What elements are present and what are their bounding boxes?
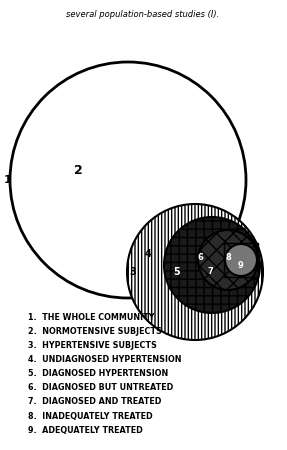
Circle shape xyxy=(127,204,263,340)
Bar xyxy=(224,243,258,277)
Text: 3.  HYPERTENSIVE SUBJECTS: 3. HYPERTENSIVE SUBJECTS xyxy=(28,342,157,351)
Text: 4.  UNDIAGNOSED HYPERTENSION: 4. UNDIAGNOSED HYPERTENSION xyxy=(28,356,181,364)
Text: 3: 3 xyxy=(130,267,136,277)
Text: 8.  INADEQUATELY TREATED: 8. INADEQUATELY TREATED xyxy=(28,411,153,420)
Text: 6.  DIAGNOSED BUT UNTREATED: 6. DIAGNOSED BUT UNTREATED xyxy=(28,383,173,392)
Circle shape xyxy=(10,62,246,298)
Text: 1.  THE WHOLE COMMUNITY: 1. THE WHOLE COMMUNITY xyxy=(28,314,154,323)
Text: 9: 9 xyxy=(238,261,244,270)
Text: 2: 2 xyxy=(74,163,82,176)
Text: 5.  DIAGNOSED HYPERTENSION: 5. DIAGNOSED HYPERTENSION xyxy=(28,369,168,378)
Text: 2.  NORMOTENSIVE SUBJECTS: 2. NORMOTENSIVE SUBJECTS xyxy=(28,328,162,337)
Text: 8: 8 xyxy=(225,253,231,262)
Text: 1: 1 xyxy=(4,175,12,185)
Circle shape xyxy=(225,244,257,276)
Text: 7.  DIAGNOSED AND TREATED: 7. DIAGNOSED AND TREATED xyxy=(28,397,161,406)
Circle shape xyxy=(198,230,258,290)
Text: 6: 6 xyxy=(197,253,203,262)
Text: 9.  ADEQUATELY TREATED: 9. ADEQUATELY TREATED xyxy=(28,426,143,435)
Text: several population-based studies (I).: several population-based studies (I). xyxy=(66,10,220,19)
Text: 7: 7 xyxy=(207,267,213,276)
Text: 4: 4 xyxy=(145,249,151,259)
Circle shape xyxy=(164,217,260,313)
Text: 5: 5 xyxy=(174,267,180,277)
